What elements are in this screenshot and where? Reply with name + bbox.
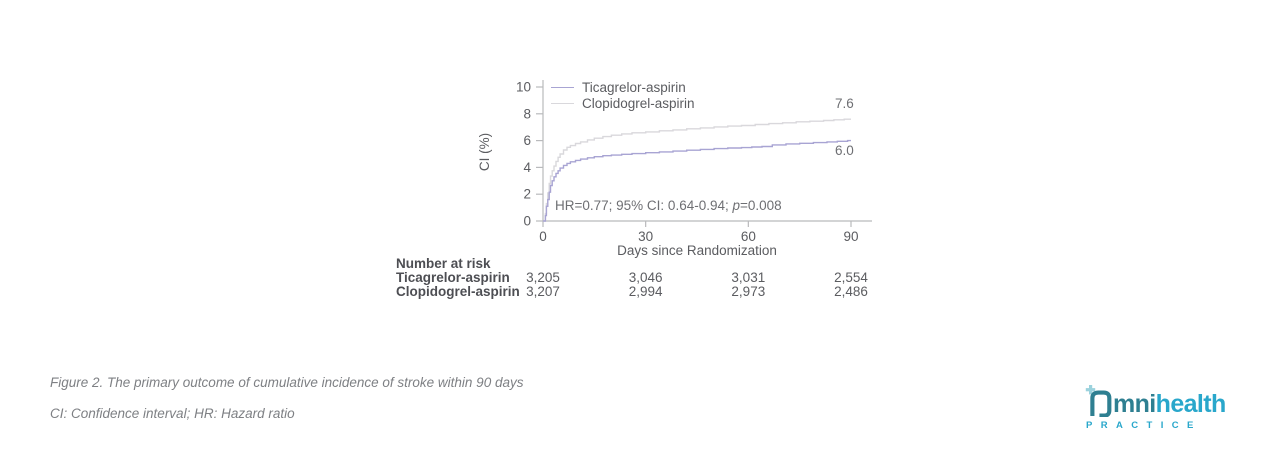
nar-value: 3,031: [731, 270, 766, 285]
clopidogrel-end-value-label: 7.6: [835, 96, 854, 111]
x-tick-label: 0: [539, 229, 547, 244]
x-tick-label: 60: [741, 229, 756, 244]
y-tick-label: 4: [523, 160, 531, 175]
omnihealth-logo: mnihealth PRACTICE: [1085, 385, 1226, 431]
ticagrelor-end-value-label: 6.0: [835, 143, 854, 158]
hr-annotation-prefix: HR=0.77; 95% CI: 0.64-0.94;: [555, 198, 733, 213]
y-tick-label: 8: [523, 106, 531, 121]
legend-item-clopidogrel: Clopidogrel-aspirin: [551, 95, 695, 111]
nar-value: 3,205: [526, 270, 560, 285]
nar-row-label: Clopidogrel-aspirin: [396, 283, 520, 299]
hr-annotation-p-symbol: p: [732, 198, 740, 213]
y-tick-label: 2: [523, 187, 531, 202]
hazard-ratio-annotation: HR=0.77; 95% CI: 0.64-0.94; p=0.008: [555, 198, 782, 213]
logo-tagline: PRACTICE: [1086, 420, 1202, 431]
nar-value: 2,486: [834, 283, 868, 299]
y-tick-label: 6: [523, 133, 531, 148]
nar-value: 2,994: [628, 283, 663, 299]
omnihealth-logo-row: mnihealth: [1085, 385, 1226, 418]
nar-value: 3,207: [526, 283, 560, 299]
nar-value: 2,973: [731, 283, 766, 299]
logo-text-mni: mni: [1113, 390, 1156, 418]
legend-label-clopidogrel: Clopidogrel-aspirin: [582, 95, 695, 111]
x-axis-title: Days since Randomization: [617, 243, 777, 258]
nar-value: 2,554: [834, 270, 868, 285]
chart-legend: Ticagrelor-aspirin Clopidogrel-aspirin: [551, 79, 695, 111]
y-tick-label: 10: [516, 80, 531, 95]
logo-text-health: health: [1155, 390, 1227, 418]
figure-footnote: CI: Confidence interval; HR: Hazard rati…: [50, 406, 295, 421]
hr-annotation-suffix: =0.008: [740, 198, 782, 213]
y-tick-label: 0: [523, 214, 531, 229]
omnihealth-logo-mark-icon: [1085, 385, 1112, 417]
y-axis-title: CI (%): [477, 132, 492, 172]
legend-item-ticagrelor: Ticagrelor-aspirin: [551, 79, 695, 95]
figure-caption: Figure 2. The primary outcome of cumulat…: [50, 375, 524, 390]
clopidogrel-line-swatch-icon: [551, 102, 574, 104]
logo-wordmark: mnihealth: [1113, 391, 1226, 418]
x-tick-label: 90: [843, 229, 858, 244]
nar-row-label: Ticagrelor-aspirin: [396, 270, 510, 285]
number-at-risk-title: Number at risk: [396, 256, 491, 271]
nar-value: 3,046: [628, 270, 663, 285]
x-tick-label: 30: [638, 229, 653, 244]
ticagrelor-line-swatch-icon: [551, 86, 574, 88]
legend-label-ticagrelor: Ticagrelor-aspirin: [582, 79, 686, 95]
